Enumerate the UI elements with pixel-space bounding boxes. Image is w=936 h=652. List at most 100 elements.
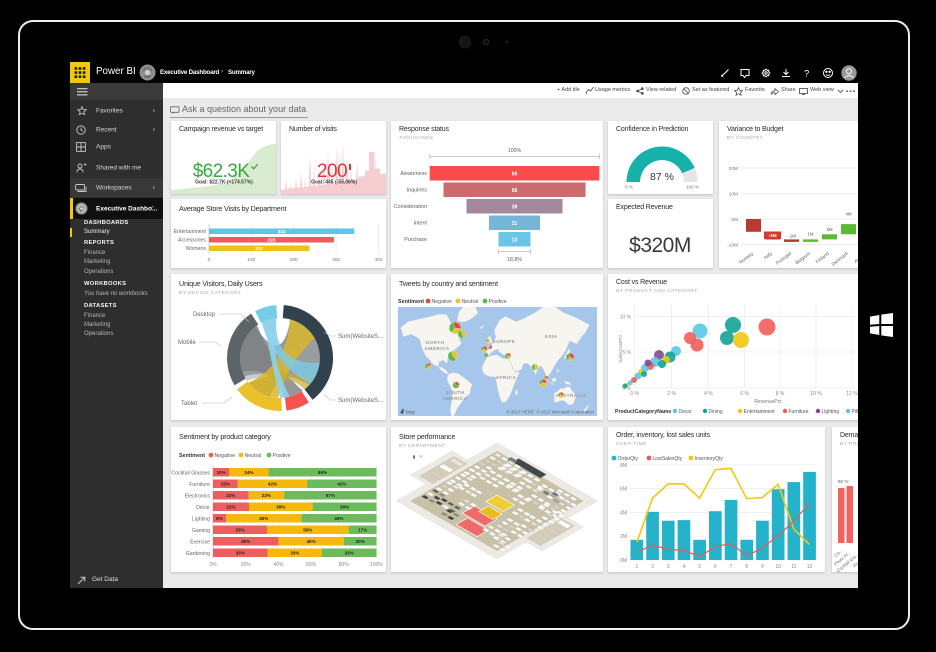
svg-text:18.8%: 18.8% (507, 257, 522, 263)
svg-text:8M: 8M (620, 463, 627, 469)
svg-text:33%: 33% (345, 551, 354, 556)
svg-text:22%: 22% (226, 505, 235, 510)
svg-text:4 %: 4 % (704, 391, 713, 397)
svg-text:21: 21 (512, 221, 518, 227)
svg-text:60 %: 60 % (838, 479, 848, 484)
svg-text:Neutral: Neutral (245, 453, 262, 459)
svg-text:4M: 4M (845, 212, 851, 217)
svg-text:Entertainment: Entertainment (744, 409, 776, 415)
svg-text:50%: 50% (303, 528, 312, 533)
svg-text:Tablet: Tablet (181, 401, 197, 407)
svg-text:Decor: Decor (679, 409, 693, 415)
svg-text:200: 200 (317, 161, 347, 182)
svg-text:9: 9 (761, 564, 764, 570)
svg-text:42%: 42% (268, 482, 277, 487)
svg-text:Denmark: Denmark (831, 250, 851, 267)
svg-text:17%: 17% (358, 528, 367, 533)
svg-text:12 %: 12 % (846, 391, 858, 397)
svg-text:33%: 33% (235, 528, 244, 533)
svg-text:100%: 100% (508, 148, 522, 154)
svg-text:57%: 57% (326, 493, 335, 498)
svg-text:?: ? (804, 69, 809, 80)
svg-text:NORTH: NORTH (425, 340, 444, 346)
svg-text:Goal: $22.7K (+174.57%): Goal: $22.7K (+174.57%) (195, 180, 253, 186)
svg-text:2M: 2M (826, 227, 832, 232)
svg-text:6M: 6M (620, 487, 627, 493)
svg-text:87 %: 87 % (650, 171, 674, 183)
svg-text:100: 100 (247, 257, 255, 263)
svg-text:7: 7 (730, 564, 733, 570)
svg-text:AUSTRALIA: AUSTRALIA (555, 393, 586, 399)
svg-text:Negative: Negative (432, 299, 453, 305)
svg-text:10%: 10% (217, 470, 226, 475)
svg-text:Lighting: Lighting (822, 409, 840, 415)
svg-text:Positive: Positive (273, 453, 291, 459)
svg-text:100%: 100% (370, 562, 383, 568)
svg-text:Furniture: Furniture (789, 409, 809, 415)
svg-text:33%: 33% (236, 551, 245, 556)
svg-text:20%: 20% (356, 539, 365, 544)
svg-text:4: 4 (683, 564, 686, 570)
svg-text:Dining: Dining (709, 409, 723, 415)
svg-text:Lighting: Lighting (192, 516, 210, 522)
svg-text:237: 237 (255, 246, 263, 252)
svg-text:Finland: Finland (815, 251, 831, 266)
svg-text:Portugal: Portugal (775, 251, 793, 267)
svg-text:343: 343 (278, 229, 286, 235)
svg-text:58: 58 (512, 188, 518, 194)
svg-text:Womens: Womens (186, 246, 207, 252)
svg-text:Gaming: Gaming (192, 528, 210, 534)
svg-text:10 %: 10 % (620, 315, 632, 321)
svg-text:Sentiment: Sentiment (179, 453, 205, 459)
svg-text:Consideration: Consideration (394, 204, 427, 210)
svg-text:22%: 22% (262, 493, 271, 498)
svg-text:8: 8 (745, 564, 748, 570)
svg-text:Intent: Intent (414, 221, 428, 227)
svg-text:Accessories: Accessories (178, 238, 206, 244)
svg-text:Belgium: Belgium (794, 251, 811, 266)
svg-text:10: 10 (775, 564, 781, 570)
svg-text:0M: 0M (731, 217, 738, 223)
svg-text:AFRICA: AFRICA (496, 375, 517, 381)
svg-text:39%: 39% (276, 505, 285, 510)
svg-text:66%: 66% (318, 470, 327, 475)
svg-text:42%: 42% (337, 482, 346, 487)
svg-text:Entertainment: Entertainment (174, 229, 207, 235)
svg-text:bing: bing (406, 410, 415, 415)
svg-text:-10M: -10M (727, 243, 738, 249)
svg-text:40%: 40% (306, 539, 315, 544)
svg-text:5 %: 5 % (622, 350, 631, 356)
svg-text:Floor...: Floor... (852, 556, 858, 568)
svg-text:Desktop: Desktop (193, 312, 216, 318)
svg-text:22%: 22% (226, 493, 235, 498)
svg-text:Décor: Décor (196, 505, 210, 511)
svg-text:SalesCostPct: SalesCostPct (618, 334, 623, 362)
svg-text:Sum(WebsiteS...: Sum(WebsiteS... (338, 334, 383, 340)
svg-text:Inquiries: Inquiries (407, 188, 428, 194)
svg-text:Electronics: Electronics (185, 493, 211, 499)
svg-text:10 %: 10 % (810, 391, 822, 397)
svg-text:13: 13 (512, 237, 518, 243)
svg-text:24%: 24% (244, 470, 253, 475)
svg-text:Mobile: Mobile (178, 340, 196, 346)
svg-text:Negative: Negative (215, 453, 236, 459)
svg-text:Italy: Italy (763, 250, 774, 261)
svg-text:80%: 80% (339, 562, 350, 568)
svg-text:▮: ▮ (413, 454, 415, 459)
svg-text:$62.3K: $62.3K (193, 161, 251, 182)
svg-text:AMERICA: AMERICA (424, 346, 449, 352)
svg-text:3: 3 (667, 564, 670, 570)
svg-text:Furniture: Furniture (189, 482, 210, 488)
svg-text:Sentiment: Sentiment (398, 299, 424, 305)
svg-text:69: 69 (512, 171, 518, 177)
svg-text:-3M: -3M (768, 233, 776, 239)
svg-text:RevenuePct: RevenuePct (754, 399, 782, 405)
svg-text:39%: 39% (340, 505, 349, 510)
svg-text:0 %: 0 % (625, 185, 633, 190)
svg-text:40%: 40% (273, 562, 284, 568)
svg-text:46%: 46% (334, 516, 343, 521)
svg-text:4M: 4M (620, 510, 627, 516)
svg-text:295: 295 (267, 237, 275, 243)
svg-text:EUROPE: EUROPE (493, 339, 516, 345)
svg-text:© 2017 HERE © 2017 Microsoft: © 2017 HERE © 2017 Microsoft Corporation (507, 410, 595, 415)
